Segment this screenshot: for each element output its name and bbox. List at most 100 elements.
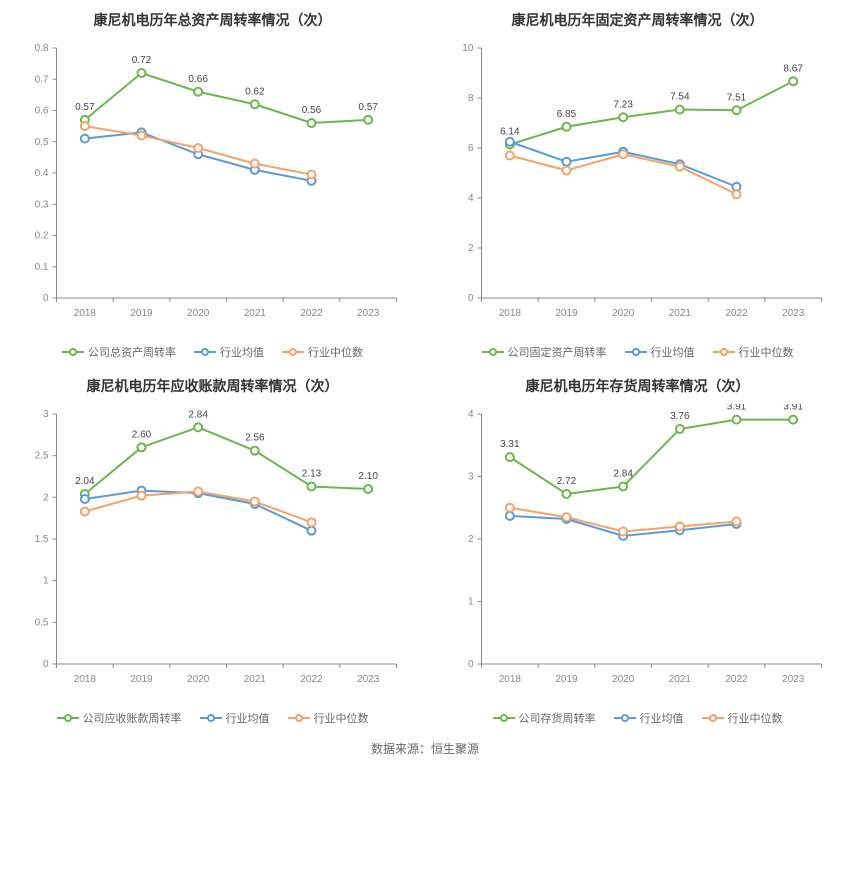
legend-item: 公司固定资产周转率 — [482, 344, 607, 360]
legend-label: 行业中位数 — [314, 710, 369, 726]
svg-text:2021: 2021 — [244, 674, 267, 685]
legend-label: 行业均值 — [226, 710, 270, 726]
svg-text:7.54: 7.54 — [670, 92, 690, 103]
svg-text:0.2: 0.2 — [35, 231, 49, 242]
legend-item: 公司总资产周转率 — [62, 344, 176, 360]
legend-swatch-icon — [57, 713, 79, 723]
svg-text:2.56: 2.56 — [245, 433, 265, 444]
svg-text:2023: 2023 — [357, 308, 380, 319]
svg-text:0.5: 0.5 — [35, 617, 49, 628]
svg-text:2.60: 2.60 — [132, 429, 152, 440]
svg-text:2020: 2020 — [612, 308, 635, 319]
svg-text:2023: 2023 — [782, 674, 805, 685]
svg-text:7.23: 7.23 — [613, 99, 633, 110]
svg-text:4: 4 — [468, 193, 474, 204]
chart-title: 康尼机电历年总资产周转率情况（次） — [8, 10, 417, 30]
svg-text:2023: 2023 — [357, 674, 380, 685]
chart-grid: 康尼机电历年总资产周转率情况（次）00.10.20.30.40.50.60.70… — [0, 0, 850, 732]
svg-text:7.51: 7.51 — [727, 92, 747, 103]
svg-text:2021: 2021 — [244, 308, 267, 319]
svg-text:0.57: 0.57 — [75, 102, 95, 113]
legend-swatch-icon — [194, 347, 216, 357]
svg-text:0: 0 — [43, 659, 49, 670]
svg-text:1.5: 1.5 — [35, 534, 49, 545]
chart-title: 康尼机电历年应收账款周转率情况（次） — [8, 376, 417, 396]
legend-swatch-icon — [62, 347, 84, 357]
svg-text:0.7: 0.7 — [35, 74, 49, 85]
legend-label: 公司固定资产周转率 — [508, 344, 607, 360]
chart-legend: 公司固定资产周转率行业均值行业中位数 — [433, 338, 842, 362]
legend-item: 行业均值 — [194, 344, 264, 360]
legend-label: 公司应收账款周转率 — [83, 710, 182, 726]
legend-item: 行业均值 — [614, 710, 684, 726]
svg-text:2022: 2022 — [725, 308, 748, 319]
chart-panel: 康尼机电历年存货周转率情况（次）012342018201920202021202… — [425, 366, 850, 732]
legend-swatch-icon — [282, 347, 304, 357]
svg-text:4: 4 — [468, 409, 474, 420]
svg-text:3.76: 3.76 — [670, 411, 690, 422]
svg-text:10: 10 — [462, 43, 474, 54]
legend-item: 行业中位数 — [288, 710, 369, 726]
svg-text:3.31: 3.31 — [500, 439, 520, 450]
chart-plot: 00.10.20.30.40.50.60.70.8201820192020202… — [8, 38, 417, 338]
svg-text:2022: 2022 — [300, 674, 323, 685]
svg-text:0: 0 — [43, 293, 49, 304]
svg-text:2018: 2018 — [499, 308, 522, 319]
legend-label: 行业均值 — [220, 344, 264, 360]
svg-text:2020: 2020 — [612, 674, 635, 685]
svg-text:0.72: 0.72 — [132, 55, 152, 66]
chart-legend: 公司应收账款周转率 行业均值 行业中位数 — [8, 704, 417, 728]
svg-text:2.10: 2.10 — [358, 471, 378, 482]
svg-text:6.14: 6.14 — [500, 127, 520, 138]
svg-text:0.3: 0.3 — [35, 199, 49, 210]
legend-swatch-icon — [713, 347, 735, 357]
chart-title: 康尼机电历年存货周转率情况（次） — [433, 376, 842, 396]
svg-text:0.62: 0.62 — [245, 86, 265, 97]
chart-panel: 康尼机电历年总资产周转率情况（次）00.10.20.30.40.50.60.70… — [0, 0, 425, 366]
chart-legend: 公司存货周转率 行业均值 行业中位数 — [433, 704, 842, 728]
svg-text:2022: 2022 — [725, 674, 748, 685]
svg-text:2.72: 2.72 — [557, 476, 577, 487]
data-source-footer: 数据来源：恒生聚源 — [0, 732, 850, 771]
svg-text:2018: 2018 — [74, 308, 97, 319]
svg-text:2.84: 2.84 — [613, 469, 633, 480]
svg-text:2018: 2018 — [74, 674, 97, 685]
legend-swatch-icon — [702, 713, 724, 723]
legend-label: 行业均值 — [651, 344, 695, 360]
svg-text:2021: 2021 — [669, 308, 692, 319]
svg-text:6.85: 6.85 — [557, 109, 577, 120]
svg-text:2: 2 — [468, 243, 474, 254]
chart-plot: 02468102018201920202021202220236.146.857… — [433, 38, 842, 338]
legend-item: 行业均值 — [200, 710, 270, 726]
legend-item: 行业均值 — [625, 344, 695, 360]
svg-text:2019: 2019 — [555, 674, 578, 685]
legend-label: 公司存货周转率 — [519, 710, 596, 726]
svg-text:2.13: 2.13 — [302, 469, 322, 480]
legend-item: 公司应收账款周转率 — [57, 710, 182, 726]
legend-label: 行业中位数 — [308, 344, 363, 360]
svg-text:2.5: 2.5 — [35, 451, 49, 462]
svg-text:0.6: 0.6 — [35, 106, 49, 117]
svg-text:2: 2 — [468, 534, 474, 545]
legend-item: 行业中位数 — [282, 344, 363, 360]
chart-panel: 康尼机电历年固定资产周转率情况（次）0246810201820192020202… — [425, 0, 850, 366]
svg-text:8: 8 — [468, 93, 474, 104]
svg-text:2.84: 2.84 — [188, 409, 208, 420]
svg-text:0: 0 — [468, 293, 474, 304]
chart-title: 康尼机电历年固定资产周转率情况（次） — [433, 10, 842, 30]
legend-swatch-icon — [614, 713, 636, 723]
legend-swatch-icon — [625, 347, 647, 357]
svg-text:3.91: 3.91 — [783, 404, 803, 413]
chart-plot: 00.511.522.532018201920202021202220232.0… — [8, 404, 417, 704]
legend-label: 公司总资产周转率 — [88, 344, 176, 360]
svg-text:2: 2 — [43, 492, 49, 503]
legend-label: 行业中位数 — [728, 710, 783, 726]
legend-item: 行业中位数 — [702, 710, 783, 726]
legend-swatch-icon — [482, 347, 504, 357]
svg-text:0.56: 0.56 — [302, 105, 322, 116]
svg-text:6: 6 — [468, 143, 474, 154]
legend-swatch-icon — [493, 713, 515, 723]
chart-plot: 012342018201920202021202220233.312.722.8… — [433, 404, 842, 704]
svg-text:3: 3 — [43, 409, 49, 420]
svg-text:0.4: 0.4 — [35, 168, 49, 179]
